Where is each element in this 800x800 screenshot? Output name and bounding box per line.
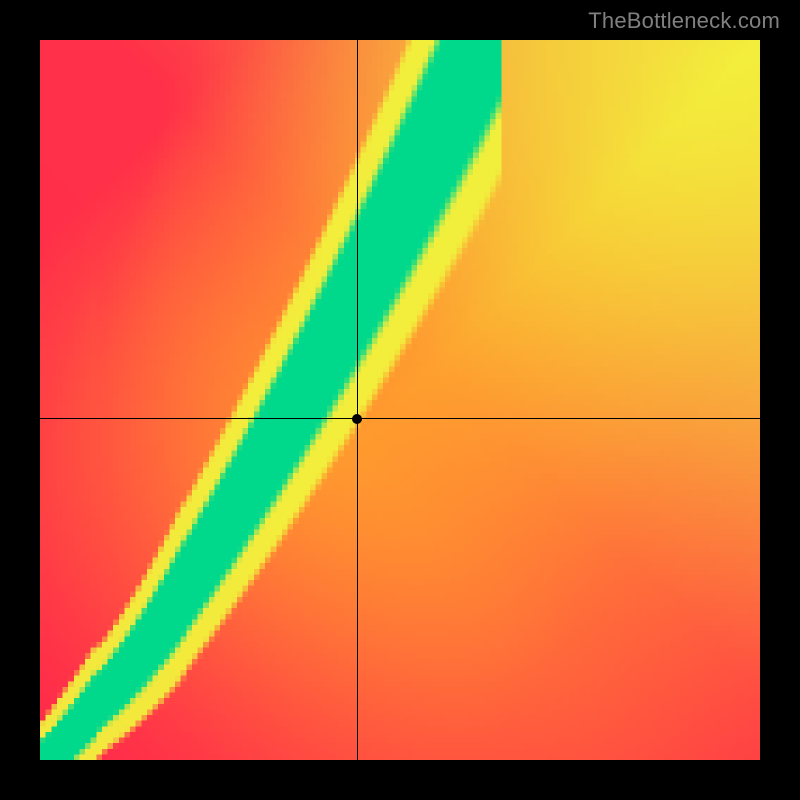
crosshair-horizontal xyxy=(40,418,760,419)
chart-frame: TheBottleneck.com xyxy=(0,0,800,800)
plot-area xyxy=(40,40,760,760)
watermark-text: TheBottleneck.com xyxy=(588,8,780,34)
marker-dot xyxy=(352,414,362,424)
heatmap-canvas xyxy=(40,40,760,760)
crosshair-vertical xyxy=(357,40,358,760)
